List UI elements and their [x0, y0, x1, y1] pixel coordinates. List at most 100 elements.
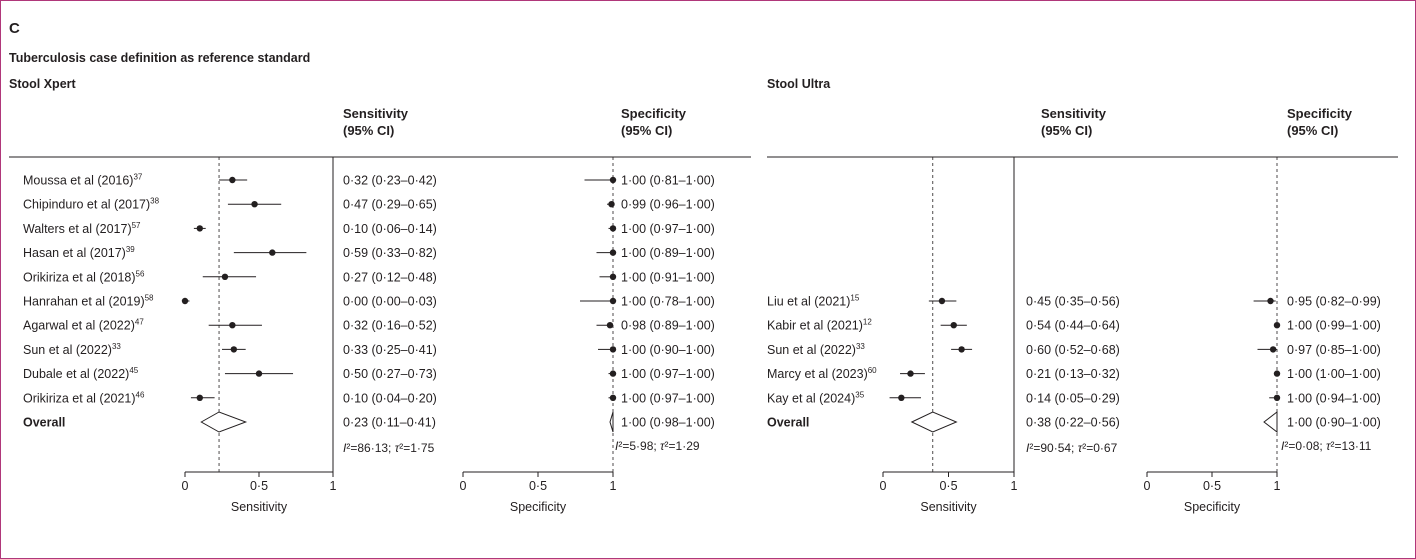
specificity-pooled-diamond [1263, 410, 1278, 434]
specificity-value: 1·00 (0·89–1·00) [621, 246, 715, 260]
axis-tick-label: 1 [1274, 479, 1281, 493]
sensitivity-heterogeneity: I²=90·54; τ²=0·67 [1026, 441, 1118, 455]
axis-tick-label: 0 [880, 479, 887, 493]
sensitivity-point [196, 225, 203, 232]
sensitivity-point [196, 394, 203, 401]
study-name: Hasan et al (2017)39 [23, 245, 135, 260]
column-header-sensitivity: Sensitivity [343, 106, 409, 121]
study-ref: 15 [850, 294, 859, 303]
sensitivity-point [255, 370, 263, 377]
specificity-point [609, 273, 617, 280]
overall-sensitivity-value: 0·38 (0·22–0·56) [1026, 416, 1120, 430]
sensitivity-point [907, 370, 914, 377]
study-ref: 56 [136, 269, 145, 278]
axis-label: Sensitivity [920, 500, 977, 514]
specificity-point [1273, 394, 1281, 401]
column-header-sensitivity-ci: (95% CI) [1041, 123, 1092, 138]
sensitivity-point [938, 297, 946, 305]
study-name: Kabir et al (2021)12 [767, 318, 872, 333]
sensitivity-point [229, 322, 236, 329]
study-ref: 12 [863, 318, 872, 327]
axis-tick-label: 0·5 [1203, 479, 1221, 493]
specificity-point [608, 201, 615, 208]
sensitivity-pooled-diamond [200, 411, 248, 433]
specificity-heterogeneity: I²=5·98; τ²=1·29 [615, 439, 700, 453]
study-name: Sun et al (2022)33 [767, 342, 865, 357]
study-name: Kay et al (2024)35 [767, 390, 865, 405]
axis-tick-label: 1 [1011, 479, 1018, 493]
sensitivity-value: 0·00 (0·00–0·03) [343, 295, 437, 309]
overall-label: Overall [23, 416, 65, 430]
study-name: Agarwal et al (2022)47 [23, 318, 144, 333]
specificity-value: 1·00 (0·97–1·00) [621, 367, 715, 381]
figure-title: Tuberculosis case definition as referenc… [9, 51, 310, 65]
specificity-point [609, 249, 617, 256]
study-ref: 35 [855, 390, 864, 399]
sensitivity-value: 0·54 (0·44–0·64) [1026, 319, 1120, 333]
specificity-point [609, 394, 617, 401]
specificity-point [1273, 370, 1281, 377]
column-header-specificity: Specificity [621, 106, 687, 121]
sensitivity-value: 0·27 (0·12–0·48) [343, 270, 437, 284]
sensitivity-value: 0·50 (0·27–0·73) [343, 367, 437, 381]
sensitivity-value: 0·10 (0·04–0·20) [343, 391, 437, 405]
sensitivity-point [251, 201, 258, 208]
sensitivity-point [269, 249, 276, 256]
study-ref: 38 [150, 197, 159, 206]
column-header-specificity-ci: (95% CI) [621, 123, 672, 138]
sensitivity-value: 0·10 (0·06–0·14) [343, 222, 437, 236]
axis-tick-label: 0 [460, 479, 467, 493]
sensitivity-point [230, 346, 238, 353]
column-header-specificity: Specificity [1287, 106, 1353, 121]
specificity-value: 0·99 (0·96–1·00) [621, 198, 715, 212]
study-name: Walters et al (2017)57 [23, 221, 141, 236]
specificity-value: 1·00 (0·99–1·00) [1287, 319, 1381, 333]
study-name: Sun et al (2022)33 [23, 342, 121, 357]
specificity-value: 1·00 (0·97–1·00) [621, 391, 715, 405]
specificity-value: 1·00 (0·91–1·00) [621, 270, 715, 284]
study-name: Dubale et al (2022)45 [23, 366, 139, 381]
study-name: Orikiriza et al (2018)56 [23, 269, 145, 284]
sensitivity-point [958, 346, 965, 353]
specificity-point [609, 370, 617, 377]
specificity-point [1269, 346, 1277, 353]
column-header-sensitivity-ci: (95% CI) [343, 123, 394, 138]
specificity-value: 1·00 (0·97–1·00) [621, 222, 715, 236]
study-ref: 58 [145, 294, 154, 303]
study-ref: 46 [136, 390, 145, 399]
sensitivity-point [898, 394, 905, 401]
specificity-value: 1·00 (0·78–1·00) [621, 295, 715, 309]
study-name: Liu et al (2021)15 [767, 294, 860, 309]
axis-tick-label: 0 [1144, 479, 1151, 493]
specificity-point [609, 225, 617, 232]
sensitivity-value: 0·33 (0·25–0·41) [343, 343, 437, 357]
specificity-point [1267, 297, 1274, 305]
axis-label: Specificity [510, 500, 567, 514]
panel-title: Stool Ultra [767, 77, 831, 91]
overall-specificity-value: 1·00 (0·98–1·00) [621, 416, 715, 430]
axis-label: Specificity [1184, 500, 1241, 514]
sensitivity-value: 0·60 (0·52–0·68) [1026, 343, 1120, 357]
study-ref: 33 [856, 342, 865, 351]
overall-label: Overall [767, 416, 809, 430]
specificity-point [609, 176, 617, 184]
sensitivity-value: 0·45 (0·35–0·56) [1026, 295, 1120, 309]
study-ref: 57 [132, 221, 141, 230]
study-ref: 45 [129, 366, 138, 375]
panel-label: C [9, 20, 20, 37]
study-name: Chipinduro et al (2017)38 [23, 197, 160, 212]
study-ref: 39 [126, 245, 135, 254]
sensitivity-value: 0·32 (0·16–0·52) [343, 319, 437, 333]
specificity-point [609, 346, 617, 353]
sensitivity-heterogeneity: I²=86·13; τ²=1·75 [343, 441, 435, 455]
axis-tick-label: 0·5 [250, 479, 268, 493]
sensitivity-value: 0·14 (0·05–0·29) [1026, 391, 1120, 405]
panel-title: Stool Xpert [9, 77, 77, 91]
axis-tick-label: 1 [330, 479, 337, 493]
axis-tick-label: 1 [610, 479, 617, 493]
study-ref: 37 [133, 173, 142, 182]
specificity-heterogeneity: I²=0·08; τ²=13·11 [1281, 439, 1372, 453]
specificity-value: 1·00 (0·90–1·00) [621, 343, 715, 357]
specificity-point [606, 322, 614, 329]
